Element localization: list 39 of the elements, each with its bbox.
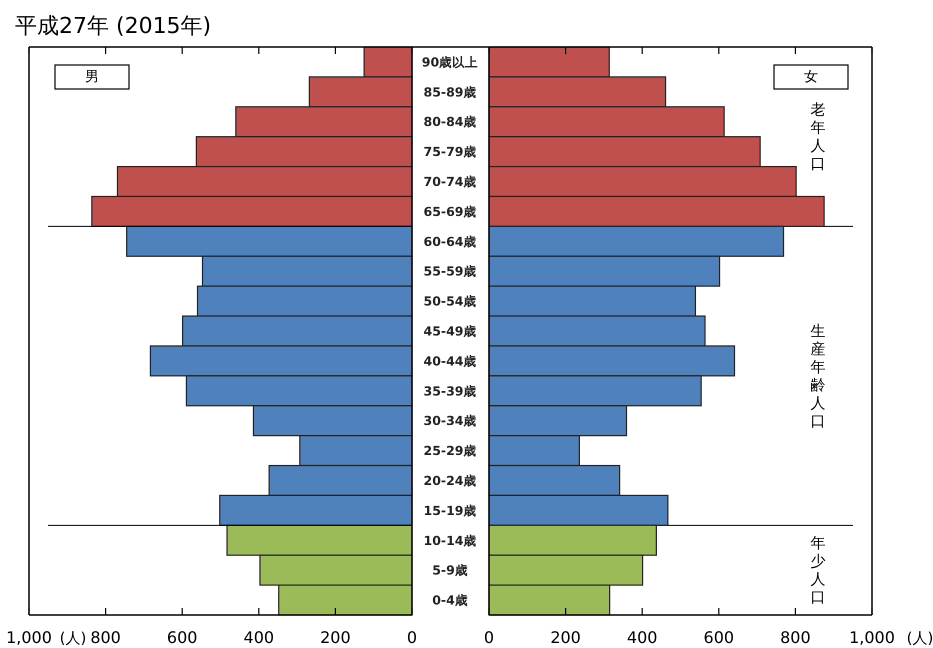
- y-tick-label: 50-54歳: [424, 294, 476, 309]
- y-tick-label: 5-9歳: [432, 562, 468, 578]
- x-axis-title: (人): [906, 629, 933, 647]
- x-axis-title: (人): [60, 629, 86, 647]
- x-tick-label: 200: [320, 628, 351, 647]
- x-tick-label: 1,000: [849, 628, 895, 647]
- y-tick-label: 60-64歳: [424, 234, 476, 249]
- y-tick-label: 45-49歳: [424, 324, 476, 338]
- annotation: 生産年齢人口: [810, 322, 826, 430]
- annotation: 老年人口: [810, 100, 826, 173]
- y-tick-label: 85-89歳: [424, 84, 476, 100]
- y-tick-label: 40-44歳: [424, 353, 476, 368]
- y-tick-label: 90歳以上: [422, 54, 478, 70]
- chart-title: 平成27年 (2015年): [15, 14, 212, 39]
- y-tick-label: 80-84歳: [424, 114, 476, 130]
- y-tick-label: 25-29歳: [424, 443, 476, 458]
- y-tick-label: 20-24歳: [424, 472, 476, 488]
- x-tick-label: 800: [780, 628, 811, 647]
- x-tick-label: 1,000: [6, 628, 52, 647]
- y-tick-label: 75-79歳: [424, 144, 476, 160]
- x-tick-label: 0: [406, 628, 418, 647]
- x-tick-label: 200: [550, 628, 581, 647]
- x-tick-label: 600: [166, 628, 198, 647]
- y-tick-label: 70-74歳: [424, 174, 476, 190]
- y-tick-label: 10-14歳: [424, 532, 476, 548]
- y-tick-label: 0-4歳: [432, 592, 468, 608]
- x-tick-label: 600: [704, 628, 734, 647]
- y-tick-label: 35-39歳: [424, 383, 476, 398]
- y-tick-label: 65-69歳: [424, 204, 476, 219]
- x-tick-label: 0: [484, 628, 494, 647]
- annotation: 女: [804, 69, 818, 85]
- x-tick-label: 800: [90, 628, 121, 647]
- annotation: 男: [85, 69, 99, 85]
- annotation: 年少人口: [810, 534, 826, 606]
- y-tick-label: 30-34歳: [424, 413, 476, 428]
- y-tick-label: 15-19歳: [424, 502, 476, 518]
- x-tick-label: 400: [626, 628, 658, 647]
- y-tick-label: 55-59歳: [424, 264, 476, 279]
- x-tick-label: 400: [244, 628, 274, 647]
